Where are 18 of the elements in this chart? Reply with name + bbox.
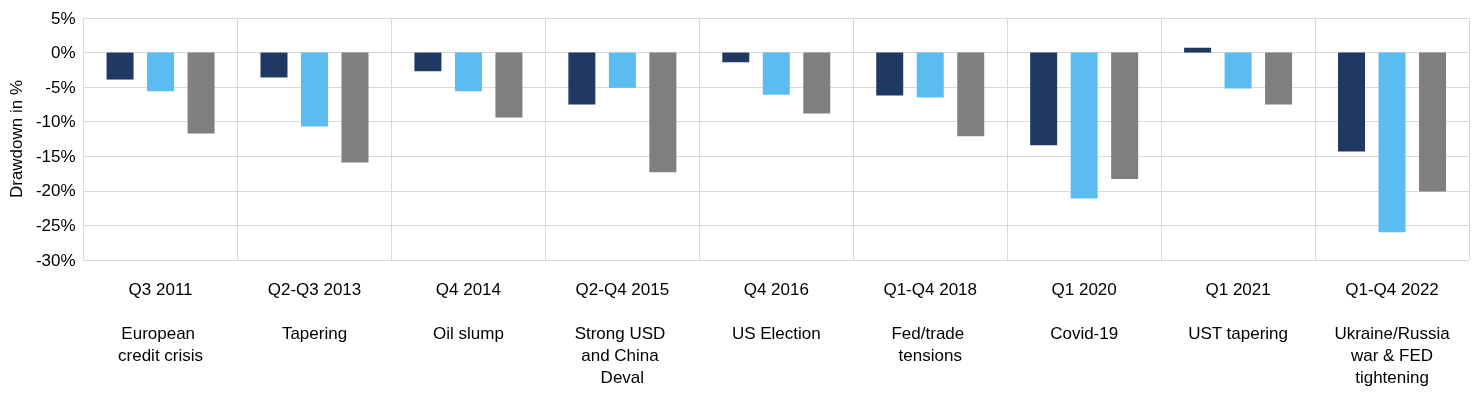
category-label: Q1 2020 Covid-19 <box>1050 279 1119 343</box>
y-tick-label: 0% <box>51 43 76 63</box>
y-tick-label: -5% <box>45 77 76 97</box>
category-label: Q1-Q4 2022 Ukraine/Russia war & FED tightening <box>1334 279 1450 387</box>
category-label: Q4 2016 US Election <box>731 279 821 343</box>
y-tick-label: -30% <box>35 250 76 270</box>
category-label: Q1-Q4 2018 Fed/trade tensions <box>883 279 978 365</box>
category-label: Q2-Q3 2013 Tapering <box>267 279 362 343</box>
category-label: Q4 2014 Oil slump <box>432 279 504 343</box>
category-label: Q1 2021 UST tapering <box>1188 279 1289 343</box>
y-tick-label: -10% <box>35 112 76 132</box>
category-label: Q2-Q4 2015 Strong USD and China Deval <box>574 279 670 387</box>
y-tick-label: -20% <box>35 181 76 201</box>
y-axis-title: Drawdown in % <box>7 79 26 199</box>
category-label: Q3 2011 European credit crisis <box>118 279 204 365</box>
y-tick-label: 5% <box>51 8 76 28</box>
y-tick-label: -15% <box>35 146 76 166</box>
y-tick-label: -25% <box>35 215 76 235</box>
